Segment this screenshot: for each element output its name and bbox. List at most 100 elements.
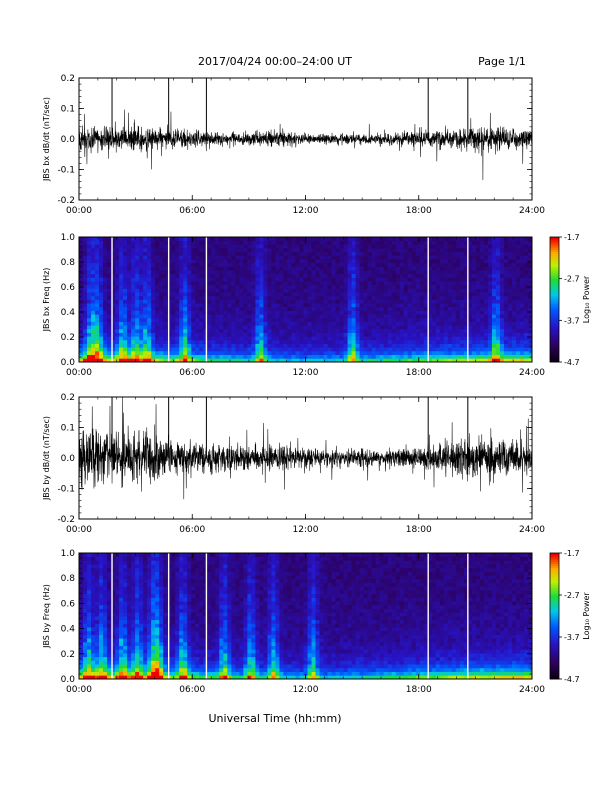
- heatmap-cell: [107, 336, 112, 341]
- heatmap-cell: [139, 248, 144, 253]
- heatmap-cell: [115, 284, 120, 289]
- heatmap-cell: [319, 273, 324, 278]
- heatmap-cell: [239, 336, 244, 341]
- heatmap-cell: [455, 347, 461, 352]
- heatmap-cell: [87, 553, 92, 558]
- heatmap-cell: [391, 325, 397, 330]
- heatmap-cell: [163, 332, 168, 337]
- heatmap-cell: [503, 288, 509, 293]
- heatmap-cell: [123, 266, 128, 271]
- heatmap-cell: [99, 578, 104, 583]
- heatmap-cell: [163, 314, 168, 319]
- heatmap-cell: [295, 273, 300, 278]
- heatmap-cell: [83, 630, 88, 635]
- heatmap-cell: [147, 317, 152, 322]
- heatmap-cell: [239, 266, 244, 271]
- heatmap-cell: [119, 623, 124, 628]
- heatmap-cell: [123, 292, 128, 297]
- heatmap-cell: [323, 339, 328, 344]
- heatmap-cell: [199, 343, 204, 348]
- heatmap-cell: [211, 251, 216, 256]
- heatmap-cell: [135, 354, 140, 359]
- heatmap-cell: [131, 616, 136, 621]
- heatmap-cell: [203, 332, 208, 337]
- heatmap-cell: [219, 350, 224, 355]
- heatmap-cell: [127, 667, 132, 672]
- heatmap-cell: [103, 317, 108, 322]
- heatmap-cell: [271, 358, 276, 363]
- heatmap-cell: [139, 653, 144, 658]
- heatmap-cell: [287, 317, 292, 322]
- heatmap-cell: [79, 556, 84, 561]
- heatmap-cell: [455, 332, 461, 337]
- heatmap-cell: [207, 325, 212, 330]
- heatmap-cell: [439, 306, 445, 311]
- heatmap-cell: [139, 281, 144, 286]
- heatmap-cell: [179, 328, 184, 333]
- heatmap-cell: [299, 248, 304, 253]
- heatmap-cell: [167, 266, 172, 271]
- heatmap-cell: [247, 259, 252, 264]
- heatmap-cell: [155, 593, 160, 598]
- heatmap-cell: [415, 295, 421, 300]
- colorbar-step: [550, 299, 559, 302]
- heatmap-cell: [303, 248, 308, 253]
- heatmap-cell: [151, 667, 156, 672]
- heatmap-cell: [91, 656, 96, 661]
- heatmap-cell: [387, 336, 393, 341]
- heatmap-cell: [487, 358, 493, 363]
- heatmap-cell: [151, 310, 156, 315]
- heatmap-cell: [135, 350, 140, 355]
- heatmap-cell: [311, 310, 316, 315]
- heatmap-cell: [95, 567, 100, 572]
- heatmap-cell: [87, 656, 92, 661]
- heatmap-cell: [427, 358, 433, 363]
- heatmap-cell: [155, 336, 160, 341]
- heatmap-cell: [195, 284, 200, 289]
- heatmap-cell: [151, 288, 156, 293]
- heatmap-cell: [235, 350, 240, 355]
- heatmap-cell: [279, 262, 284, 267]
- heatmap-cell: [147, 627, 152, 632]
- heatmap-cell: [191, 292, 196, 297]
- heatmap-cell: [287, 354, 292, 359]
- heatmap-cell: [331, 321, 336, 326]
- heatmap-cell: [491, 354, 497, 359]
- heatmap-cell: [407, 288, 413, 293]
- heatmap-cell: [519, 244, 525, 249]
- heatmap-cell: [403, 317, 409, 322]
- heatmap-cell: [227, 281, 232, 286]
- heatmap-cell: [507, 244, 513, 249]
- heatmap-cell: [151, 675, 156, 680]
- heatmap-cell: [327, 292, 332, 297]
- heatmap-cell: [99, 321, 104, 326]
- heatmap-cell: [239, 306, 244, 311]
- heatmap-cell: [79, 251, 84, 256]
- heatmap-cell: [143, 671, 148, 676]
- heatmap-cell: [399, 237, 405, 242]
- heatmap-cell: [427, 339, 433, 344]
- heatmap-cell: [415, 259, 421, 264]
- heatmap-cell: [115, 664, 120, 669]
- heatmap-cell: [331, 328, 336, 333]
- heatmap-cell: [151, 582, 156, 587]
- heatmap-cell: [399, 354, 405, 359]
- heatmap-cell: [411, 321, 417, 326]
- heatmap-cell: [91, 664, 96, 669]
- heatmap-cell: [495, 288, 501, 293]
- heatmap-cell: [191, 347, 196, 352]
- heatmap-cell: [199, 259, 204, 264]
- heatmap-cell: [383, 325, 389, 330]
- heatmap-cell: [79, 616, 84, 621]
- colorbar-tick-label: -4.7: [564, 358, 580, 367]
- heatmap-cell: [463, 299, 469, 304]
- heatmap-cell: [275, 273, 280, 278]
- heatmap-cell: [83, 619, 88, 624]
- heatmap-cell: [491, 288, 497, 293]
- heatmap-cell: [127, 601, 132, 606]
- heatmap-cell: [279, 336, 284, 341]
- heatmap-cell: [295, 336, 300, 341]
- heatmap-cell: [435, 281, 441, 286]
- heatmap-cell: [471, 295, 477, 300]
- heatmap-cell: [447, 336, 453, 341]
